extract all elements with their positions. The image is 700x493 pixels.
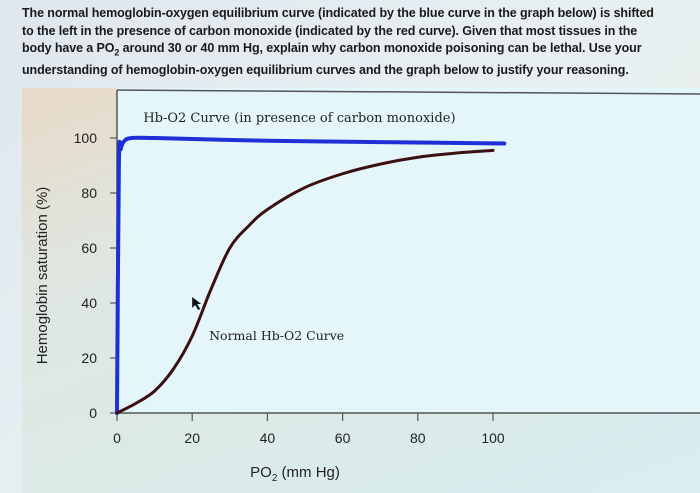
y-tick-label: 100 — [74, 130, 98, 146]
question-line: body have a PO2 around 30 or 40 mm Hg, e… — [22, 40, 687, 62]
y-axis-label: Hemoglobin saturation (%) — [34, 187, 51, 365]
question-text: The normal hemoglobin-oxygen equilibrium… — [22, 5, 687, 80]
co-curve-line — [115, 135, 507, 415]
normal-curve-annotation: Normal Hb-O2 Curve — [209, 328, 344, 343]
x-tick-label: 0 — [113, 430, 121, 446]
plot-top-border — [116, 89, 700, 95]
question-text-part: body have a PO — [22, 41, 115, 55]
x-tick-label: 20 — [184, 430, 200, 446]
normal-curve-line — [115, 148, 495, 415]
chart-figure: 0 20 40 60 80 100 0 20 40 60 80 100 PO2 (mm Hg) Hemog… — [22, 88, 700, 493]
x-tick-label: 80 — [410, 430, 426, 446]
y-tick-label: 80 — [81, 185, 97, 201]
co-curve-annotation: Hb-O2 Curve (in presence of carbon monox… — [143, 111, 455, 126]
x-tick-label: 100 — [481, 430, 505, 446]
chart-svg: 0 20 40 60 80 100 0 20 40 60 80 100 PO2 (mm Hg) Hemog… — [34, 88, 700, 484]
y-tick-label: 0 — [89, 405, 97, 421]
question-line: understanding of hemoglobin-oxygen equil… — [22, 63, 629, 77]
y-tick-label: 60 — [81, 240, 97, 256]
subscript: 2 — [114, 47, 120, 58]
x-tick-label: 60 — [335, 430, 351, 446]
y-tick-label: 40 — [81, 295, 97, 311]
question-text-part: around 30 or 40 mm Hg, explain why carbo… — [119, 41, 642, 55]
question-line: to the left in the presence of carbon mo… — [22, 23, 638, 38]
question-line: The normal hemoglobin-oxygen equilibrium… — [22, 6, 654, 20]
x-tick-label: 40 — [260, 430, 276, 446]
x-axis-label: PO2 (mm Hg) — [250, 464, 340, 484]
mouse-cursor-icon — [192, 297, 202, 310]
y-tick-label: 20 — [81, 350, 97, 366]
plot-area — [117, 88, 700, 413]
